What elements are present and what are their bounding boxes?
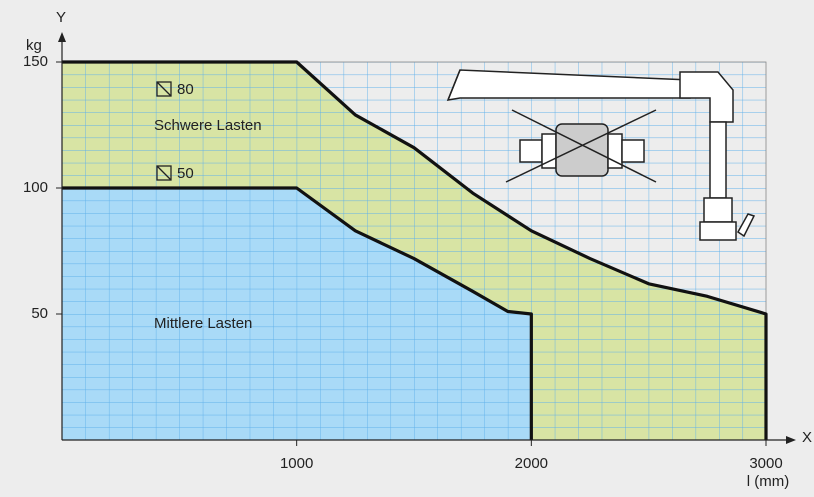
grid xyxy=(62,62,766,440)
profile-label: 80 xyxy=(177,81,194,98)
area-outline xyxy=(62,60,768,440)
robot-sketch xyxy=(446,69,756,241)
x-axis-name: X xyxy=(802,429,812,446)
y-tick-label: 50 xyxy=(31,305,48,322)
area-label: Schwere Lasten xyxy=(154,117,262,134)
y-axis-name: Y xyxy=(56,9,66,26)
y-tick-label: 150 xyxy=(23,53,48,70)
profile-icons xyxy=(156,81,172,181)
x-tick-label: 2000 xyxy=(515,455,548,472)
area-label: Mittlere Lasten xyxy=(154,315,252,332)
x-arrow xyxy=(786,436,796,444)
y-arrow xyxy=(58,32,66,42)
x-tick-label: 1000 xyxy=(280,455,313,472)
area-outline xyxy=(62,186,533,440)
y-label: kg xyxy=(26,37,42,54)
x-tick-label: 3000 xyxy=(749,455,782,472)
profile-label: 50 xyxy=(177,165,194,182)
x-label: l (mm) xyxy=(747,473,789,490)
y-tick-label: 100 xyxy=(23,179,48,196)
